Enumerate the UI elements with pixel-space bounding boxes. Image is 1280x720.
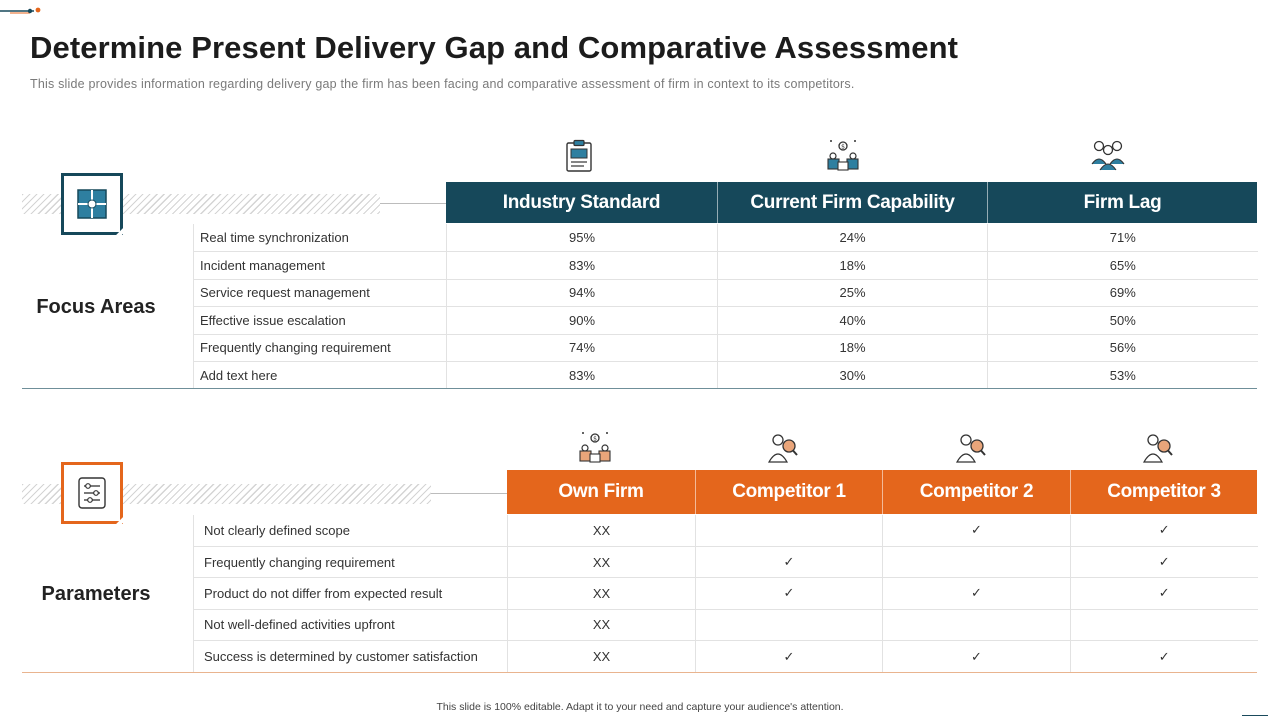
focus-section-icon-frame: [61, 173, 128, 250]
table-row: Not well-defined activities upfront XX: [193, 609, 1258, 642]
cell-value: ✓: [695, 546, 883, 579]
header-competitor-3: Competitor 3: [1070, 470, 1257, 514]
cell-value: 71%: [987, 224, 1258, 252]
cell-value: XX: [507, 546, 696, 579]
footer-accent-line: [1242, 715, 1268, 716]
params-header-row: Own Firm Competitor 1 Competitor 2 Compe…: [507, 470, 1257, 514]
business-team-icon: $: [575, 428, 615, 466]
people-group-icon: [1088, 136, 1128, 174]
cell-value: ✓: [882, 515, 1071, 547]
cell-value: ✓: [882, 640, 1071, 672]
cell-value: 69%: [987, 279, 1258, 307]
row-label: Not clearly defined scope: [193, 515, 508, 547]
table-row: Real time synchronization 95% 24% 71%: [193, 224, 1258, 252]
table-row: Frequently changing requirement 74% 18% …: [193, 334, 1258, 362]
table-row: Not clearly defined scope XX ✓ ✓: [193, 515, 1258, 547]
header-own-firm: Own Firm: [558, 481, 644, 502]
focus-header-row: Industry Standard Current Firm Capabilit…: [446, 182, 1257, 223]
row-label: Add text here: [193, 361, 447, 389]
cell-value: [695, 515, 883, 547]
svg-text:$: $: [593, 436, 597, 443]
cell-value: 18%: [717, 334, 988, 362]
row-label: Success is determined by customer satisf…: [193, 640, 508, 672]
cell-value: [882, 609, 1071, 642]
row-label: Real time synchronization: [193, 224, 447, 252]
svg-text:$: $: [841, 144, 845, 151]
clipboard-icon: [561, 138, 597, 174]
table-row: Frequently changing requirement XX ✓ ✓: [193, 546, 1258, 579]
cell-value: 50%: [987, 306, 1258, 335]
cell-value: ✓: [1070, 546, 1258, 579]
divider-line: [431, 493, 507, 494]
cell-value: XX: [507, 577, 696, 610]
header-firm-lag: Firm Lag: [987, 182, 1257, 223]
row-label: Incident management: [193, 251, 447, 280]
cell-value: 90%: [446, 306, 718, 335]
row-label: Product do not differ from expected resu…: [193, 577, 508, 610]
hatch-decoration: [22, 484, 431, 504]
cell-value: 40%: [717, 306, 988, 335]
business-team-icon: $: [823, 136, 863, 174]
cell-value: ✓: [695, 640, 883, 672]
table-row: Add text here 83% 30% 53%: [193, 361, 1258, 389]
cell-value: 18%: [717, 251, 988, 280]
businessman-search-icon: [1140, 430, 1176, 466]
cell-value: XX: [507, 609, 696, 642]
focus-bottom-rule: [22, 388, 1257, 389]
row-label: Effective issue escalation: [193, 306, 447, 335]
focus-table: Real time synchronization 95% 24% 71% In…: [193, 224, 1258, 389]
frame-slash: [104, 515, 128, 539]
cell-value: 56%: [987, 334, 1258, 362]
header-current-firm-capability: Current Firm Capability: [717, 182, 987, 223]
cell-value: 24%: [717, 224, 988, 252]
cell-value: 83%: [446, 251, 718, 280]
sliders-icon: [78, 477, 106, 509]
cell-value: [882, 546, 1071, 579]
cell-value: XX: [507, 515, 696, 547]
cell-value: 74%: [446, 334, 718, 362]
frame-slash: [104, 226, 128, 250]
row-label: Service request management: [193, 279, 447, 307]
row-label: Not well-defined activities upfront: [193, 609, 508, 642]
cell-value: ✓: [882, 577, 1071, 610]
cell-value: 83%: [446, 361, 718, 389]
businessman-search-icon: [765, 430, 801, 466]
row-label: Frequently changing requirement: [193, 546, 508, 579]
cell-value: ✓: [695, 577, 883, 610]
cell-value: 65%: [987, 251, 1258, 280]
cell-value: 53%: [987, 361, 1258, 389]
cell-value: ✓: [1070, 515, 1258, 547]
page-title: Determine Present Delivery Gap and Compa…: [30, 30, 959, 65]
window-grid-icon: [77, 189, 107, 219]
cell-value: [695, 609, 883, 642]
table-row: Service request management 94% 25% 69%: [193, 279, 1258, 307]
header-competitor-2: Competitor 2: [882, 470, 1070, 514]
header-competitor-1: Competitor 1: [695, 470, 882, 514]
table-row: Effective issue escalation 90% 40% 50%: [193, 306, 1258, 335]
page-subtitle: This slide provides information regardin…: [30, 77, 855, 91]
footer-note: This slide is 100% editable. Adapt it to…: [436, 701, 844, 713]
table-row: Success is determined by customer satisf…: [193, 640, 1258, 672]
cell-value: 25%: [717, 279, 988, 307]
cell-value: ✓: [1070, 640, 1258, 672]
focus-areas-label: Focus Areas: [36, 296, 156, 318]
header-industry-standard: Industry Standard: [502, 191, 661, 213]
cell-value: 30%: [717, 361, 988, 389]
cell-value: XX: [507, 640, 696, 672]
parameters-label: Parameters: [41, 583, 151, 605]
cell-value: [1070, 609, 1258, 642]
corner-decoration: [0, 7, 41, 14]
table-row: Incident management 83% 18% 65%: [193, 251, 1258, 280]
row-label: Frequently changing requirement: [193, 334, 447, 362]
params-section-icon-frame: [61, 462, 128, 539]
cell-value: 94%: [446, 279, 718, 307]
cell-value: 95%: [446, 224, 718, 252]
businessman-search-icon: [953, 430, 989, 466]
params-table: Not clearly defined scope XX ✓ ✓ Frequen…: [193, 515, 1258, 672]
params-bottom-rule: [22, 672, 1257, 673]
table-row: Product do not differ from expected resu…: [193, 577, 1258, 610]
divider-line: [380, 203, 446, 204]
cell-value: ✓: [1070, 577, 1258, 610]
